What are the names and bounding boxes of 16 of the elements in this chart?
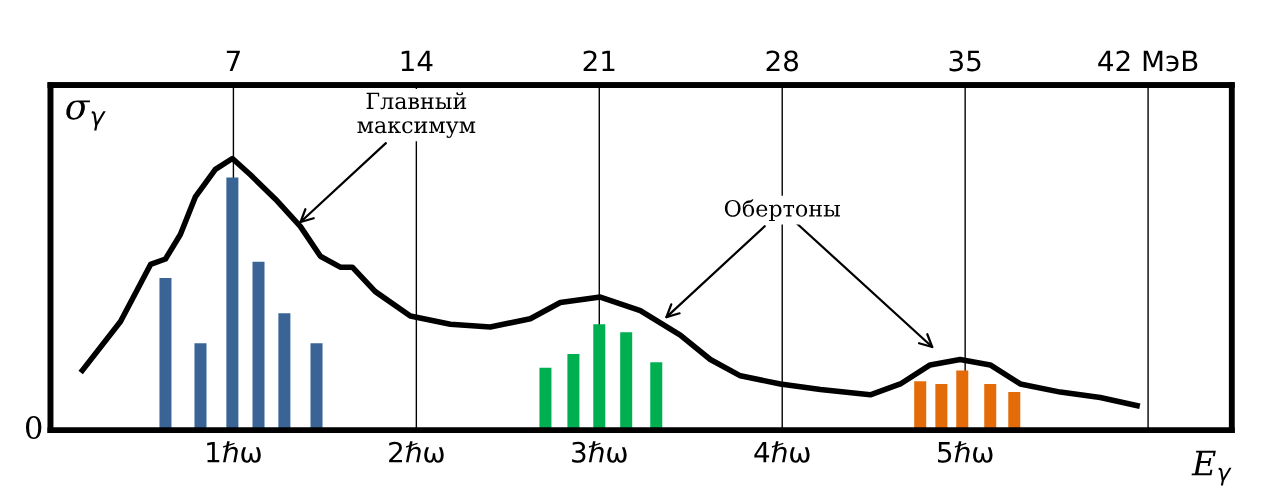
text: 0 <box>25 415 42 440</box>
x-tick-label: 14 <box>401 50 433 72</box>
x-tick-label: 42 МэВ <box>1098 50 1198 72</box>
x2-tick-label: 1ℏω <box>207 441 261 463</box>
annotation: Главный максимум <box>357 92 476 138</box>
x-tick-label: 28 <box>766 50 798 72</box>
x2-tick-label: 5ℏω <box>938 441 993 463</box>
x-tick-label: 21 <box>583 50 615 72</box>
x-tick-label: 35 <box>949 50 981 72</box>
x-axis-title: E$_{γ}$ <box>1191 450 1232 486</box>
y-axis-title: σ$_{γ}$ <box>66 100 106 131</box>
annotation: Обертоны <box>724 199 840 222</box>
x2-tick-label: 3ℏω <box>572 441 627 463</box>
x2-tick-label: 2ℏω <box>389 441 444 463</box>
x-tick-label: 7 <box>226 50 240 72</box>
x2-tick-label: 4ℏω <box>754 441 810 463</box>
